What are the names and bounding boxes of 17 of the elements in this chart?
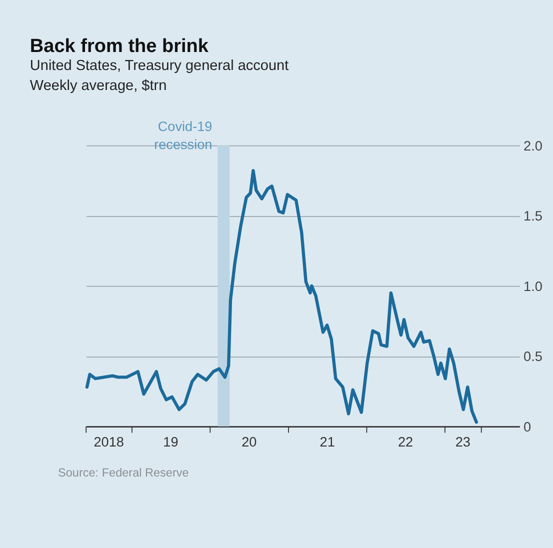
chart-subtitle: United States, Treasury general account (30, 58, 289, 74)
source-note: Source: Federal Reserve (58, 466, 190, 480)
y-tick-label: 0 (524, 419, 532, 434)
y-axis-title: Weekly average, $trn (30, 78, 167, 94)
y-tick-label: 1.0 (524, 278, 543, 294)
x-tick-label: 19 (163, 434, 178, 450)
band-label: Covid-19 recession (154, 118, 212, 152)
x-tick-label: 2018 (94, 434, 124, 450)
chart-title: Back from the brink (30, 36, 209, 57)
y-tick-label: 0.5 (524, 349, 542, 364)
x-tick-label: 23 (455, 434, 470, 450)
x-tick-label: 21 (320, 434, 335, 450)
y-tick-label: 2.0 (524, 138, 543, 154)
y-tick-label: 1.5 (524, 208, 542, 224)
line-series (85, 169, 478, 424)
x-tick-label: 20 (242, 434, 258, 450)
x-tick-label: 22 (398, 434, 414, 450)
